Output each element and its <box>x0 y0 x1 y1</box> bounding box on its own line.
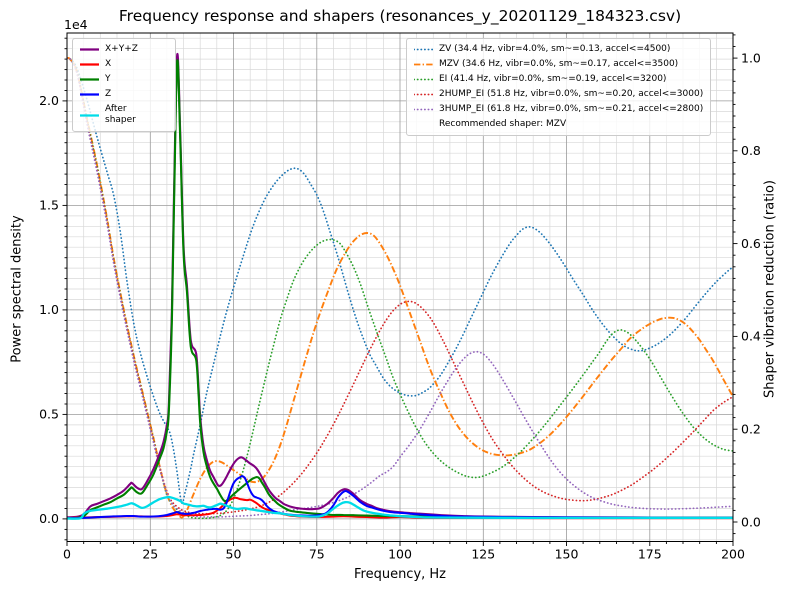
y-right-tick-label: 1.0 <box>741 50 761 65</box>
legend-entry: ZV (34.4 Hz, vibr=4.0%, sm~=0.13, accel<… <box>414 44 703 55</box>
legend-swatch-icon <box>80 63 99 66</box>
tick-labels: 0 25 50 75 100 125 150 175 200 0.0 0.5 1.0 1.5 2.0 0.0… <box>39 50 761 561</box>
legend-swatch-icon <box>414 48 433 51</box>
legend-entry-label: ZV (34.4 Hz, vibr=4.0%, sm~=0.13, accel<… <box>439 44 671 54</box>
legend-swatch-icon <box>80 93 99 96</box>
series-x <box>67 496 733 520</box>
legend-swatch-icon <box>80 48 99 51</box>
legend-entry: Y <box>80 74 168 85</box>
legend-entry-label: 3HUMP_EI (61.8 Hz, vibr=0.0%, sm~=0.21, … <box>439 104 704 114</box>
legend-entry-label: EI (41.4 Hz, vibr=0.0%, sm~=0.19, accel<… <box>439 74 667 84</box>
legend-entry-label: MZV (34.6 Hz, vibr=0.0%, sm~=0.17, accel… <box>439 59 679 69</box>
legend-entry-label: Z <box>105 89 112 99</box>
x-tick-label: 75 <box>309 547 325 562</box>
series-z <box>67 475 733 520</box>
x-tick-label: 125 <box>471 547 495 562</box>
legend-entry: MZV (34.6 Hz, vibr=0.0%, sm~=0.17, accel… <box>414 59 703 70</box>
legend-shapers: ZV (34.4 Hz, vibr=4.0%, sm~=0.13, accel<… <box>406 38 712 136</box>
legend-entry: 3HUMP_EI (61.8 Hz, vibr=0.0%, sm~=0.21, … <box>414 104 703 115</box>
y-axis-label-right: Shaper vibration reduction (ratio) <box>762 180 778 398</box>
legend-entry: 2HUMP_EI (51.8 Hz, vibr=0.0%, sm~=0.20, … <box>414 89 703 100</box>
y-right-tick-label: 0.2 <box>741 422 761 437</box>
legend-entry-label: After shaper <box>105 104 136 125</box>
legend-entry-label: X+Y+Z <box>105 44 138 54</box>
legend-swatch-icon <box>80 113 99 117</box>
y-axis-offset-label: 1e4 <box>64 17 88 32</box>
y-right-tick-label: 0.8 <box>741 143 761 158</box>
y-right-tick-label: 0.4 <box>741 329 761 344</box>
x-axis-label: Frequency, Hz <box>353 567 447 582</box>
x-tick-label: 0 <box>63 547 71 562</box>
x-tick-label: 175 <box>638 547 662 562</box>
y-left-tick-label: 1.0 <box>39 302 59 317</box>
legend-swatch-blank <box>414 119 433 130</box>
y-left-tick-label: 0.5 <box>39 407 59 422</box>
y-right-tick-label: 0.6 <box>741 236 761 251</box>
legend-entry-label: 2HUMP_EI (51.8 Hz, vibr=0.0%, sm~=0.20, … <box>439 89 704 99</box>
legend-psd: X+Y+Z X Y Z After shaper <box>72 38 176 132</box>
legend-entry: X+Y+Z <box>80 44 168 55</box>
axis-ticks <box>62 34 738 546</box>
chart-title: Frequency response and shapers (resonanc… <box>118 7 682 25</box>
legend-swatch-icon <box>414 108 433 111</box>
y-right-tick-label: 0.0 <box>741 514 761 529</box>
x-tick-label: 25 <box>142 547 158 562</box>
legend-footer-label: Recommended shaper: MZV <box>439 119 567 129</box>
y-left-tick-label: 0.0 <box>39 511 59 526</box>
x-tick-label: 50 <box>226 547 242 562</box>
legend-entry-label: X <box>105 59 112 69</box>
legend-swatch-icon <box>414 93 433 96</box>
legend-footer: Recommended shaper: MZV <box>414 119 703 130</box>
series-zv <box>67 57 733 505</box>
legend-entry: EI (41.4 Hz, vibr=0.0%, sm~=0.19, accel<… <box>414 74 703 85</box>
legend-swatch-icon <box>414 63 433 66</box>
series-y <box>67 59 733 520</box>
legend-entry: X <box>80 59 168 70</box>
x-tick-label: 200 <box>721 547 745 562</box>
series-after-shaper <box>67 495 733 520</box>
x-tick-label: 100 <box>388 547 412 562</box>
y-left-tick-label: 2.0 <box>39 93 59 108</box>
series-mzv <box>67 57 733 519</box>
series-curves <box>67 53 733 520</box>
x-tick-label: 150 <box>555 547 579 562</box>
legend-entry-label: Y <box>105 74 111 84</box>
legend-swatch-icon <box>414 78 433 81</box>
legend-swatch-icon <box>80 78 99 81</box>
y-left-tick-label: 1.5 <box>39 198 59 213</box>
y-axis-label-left: Power spectral density <box>9 215 25 363</box>
legend-entry: Z <box>80 89 168 100</box>
legend-entry: After shaper <box>80 104 168 126</box>
